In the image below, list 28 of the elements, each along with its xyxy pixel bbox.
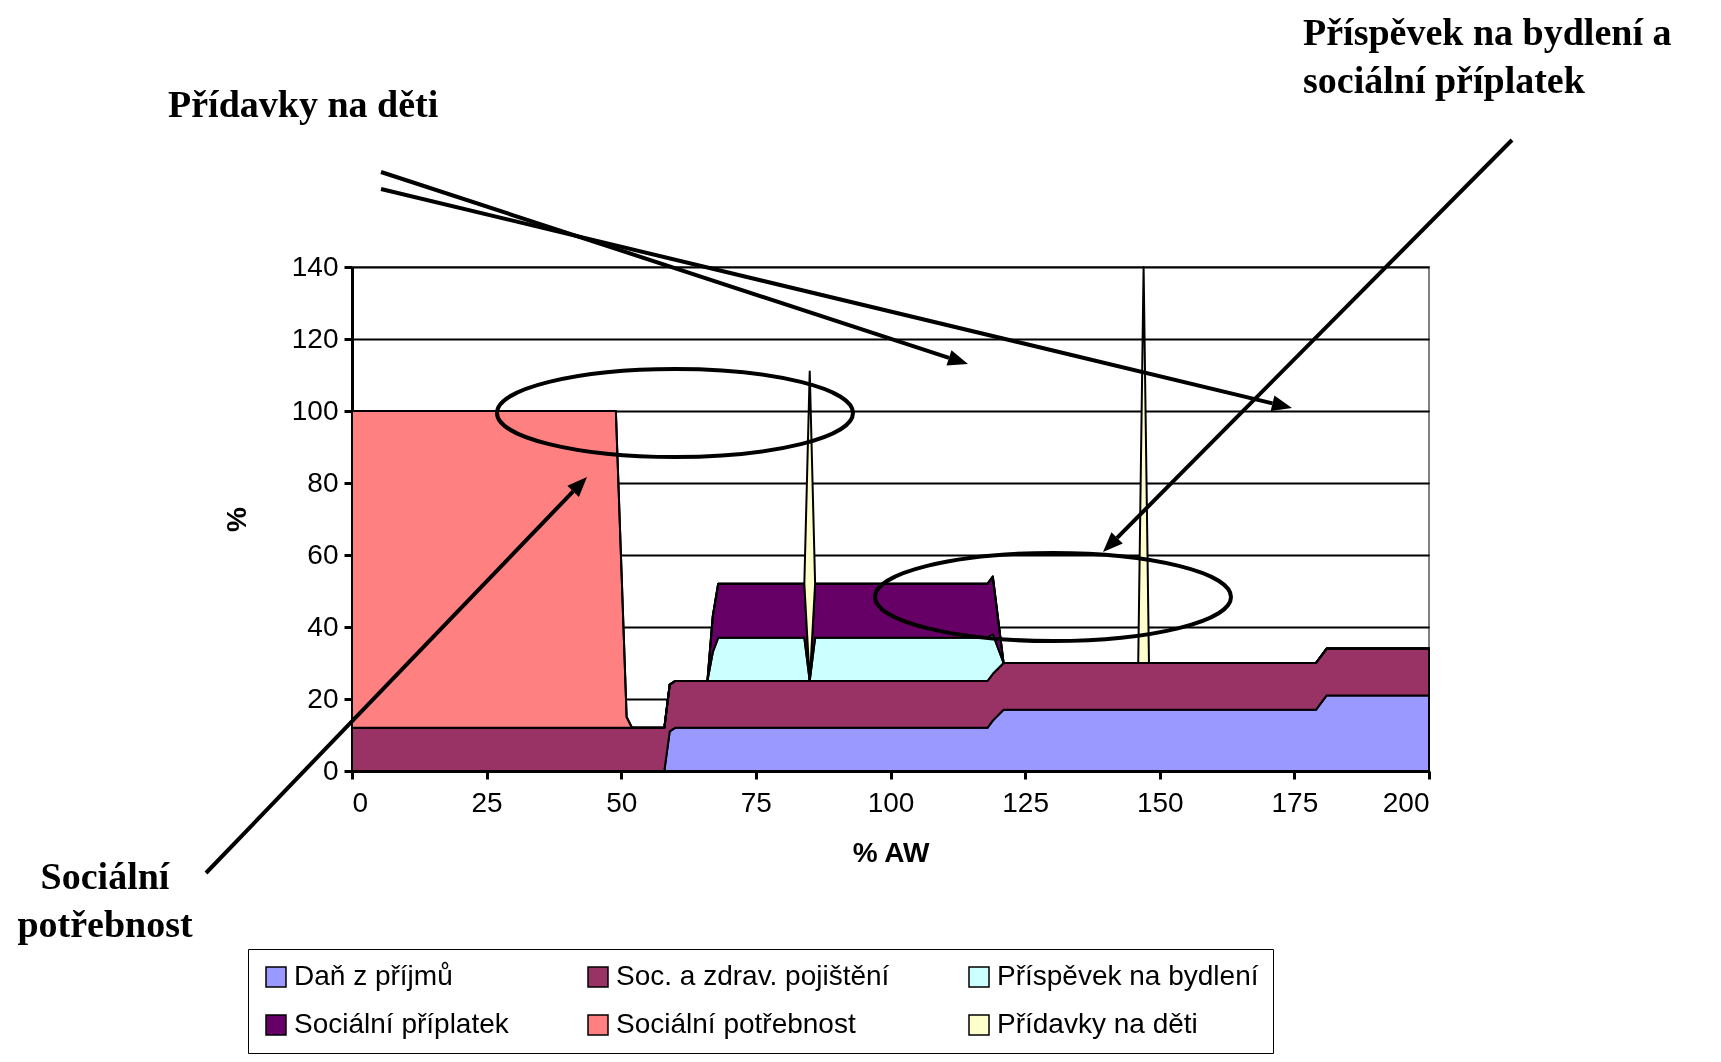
legend-label: Sociální potřebnost bbox=[616, 1008, 856, 1039]
x-tick-label: 175 bbox=[1271, 786, 1319, 818]
y-tick-label: 80 bbox=[307, 466, 339, 498]
legend-label: Soc. a zdrav. pojištění bbox=[616, 960, 890, 991]
y-axis-title: % bbox=[220, 506, 252, 532]
x-tick-label: 125 bbox=[1002, 786, 1049, 818]
y-tick-label: 120 bbox=[291, 322, 339, 354]
x-tick-label: 75 bbox=[740, 786, 772, 818]
text: Sociální potřebnost bbox=[16, 854, 194, 947]
x-tick-label: 50 bbox=[606, 786, 638, 818]
legend-label: Příspěvek na bydlení bbox=[997, 960, 1259, 991]
legend-label: Daň z příjmů bbox=[294, 960, 453, 991]
y-tick-label: 40 bbox=[307, 610, 339, 642]
x-tick-label: 25 bbox=[471, 786, 503, 818]
x-tick-label: 200 bbox=[1382, 786, 1430, 818]
x-tick-label: 0 bbox=[352, 786, 369, 818]
y-tick-label: 20 bbox=[307, 682, 339, 714]
x-axis-title: % AW bbox=[852, 836, 930, 868]
legend-label: Přídavky na děti bbox=[997, 1008, 1198, 1039]
x-tick-label: 150 bbox=[1136, 786, 1184, 818]
y-tick-label: 100 bbox=[291, 394, 339, 426]
y-tick-label: 0 bbox=[322, 754, 339, 786]
x-tick-label: 100 bbox=[867, 786, 915, 818]
y-tick-label: 140 bbox=[291, 250, 339, 282]
text: Přídavky na děti bbox=[168, 82, 439, 127]
legend-label: Sociální příplatek bbox=[294, 1008, 510, 1039]
text: Příspěvek na bydlení a sociální příplatek bbox=[1303, 10, 1673, 103]
y-tick-label: 60 bbox=[307, 538, 339, 570]
